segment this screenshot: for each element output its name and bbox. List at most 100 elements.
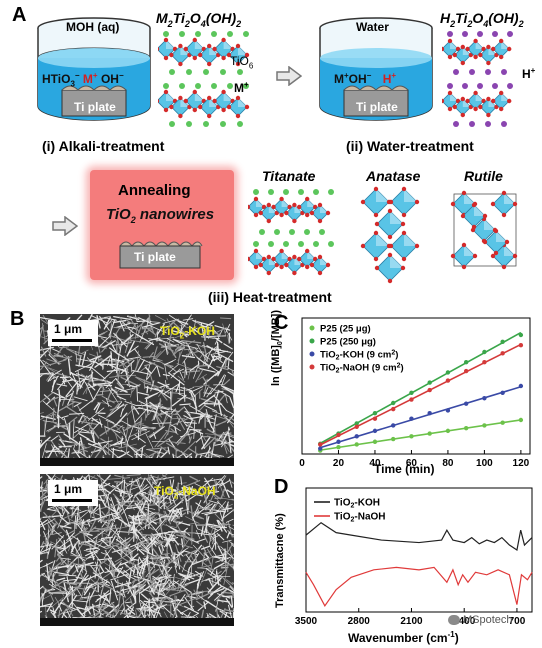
data-point bbox=[409, 390, 414, 395]
data-point bbox=[318, 446, 323, 451]
nanowire bbox=[128, 315, 140, 333]
nanowire bbox=[137, 513, 141, 524]
oxygen-atom bbox=[300, 210, 305, 216]
nanowire bbox=[65, 560, 75, 572]
nanowire bbox=[101, 363, 104, 371]
oxygen-atom bbox=[271, 256, 276, 262]
oxygen-atom bbox=[192, 37, 197, 43]
nanowire bbox=[92, 604, 111, 615]
oxygen-atom bbox=[450, 201, 456, 207]
caption-water: (ii) Water-treatment bbox=[346, 138, 474, 154]
x-tick-label: 40 bbox=[369, 458, 381, 469]
nanowire bbox=[174, 426, 177, 434]
nanowire bbox=[230, 543, 234, 548]
nanowire bbox=[171, 394, 187, 407]
nanowire bbox=[224, 439, 234, 453]
nanowire bbox=[104, 550, 116, 567]
nanowire bbox=[202, 376, 208, 384]
nanowire bbox=[40, 596, 42, 604]
nanowire bbox=[210, 441, 215, 461]
nanowire bbox=[40, 373, 44, 378]
nanowire bbox=[124, 601, 132, 604]
nanowire bbox=[113, 514, 128, 525]
nanowire bbox=[103, 537, 115, 547]
octahedron-face bbox=[166, 40, 175, 49]
nanowire bbox=[136, 608, 151, 610]
nanowire bbox=[72, 419, 75, 439]
octahedron-face bbox=[504, 193, 515, 204]
m-atom bbox=[195, 31, 201, 37]
oxygen-atom bbox=[297, 204, 302, 210]
nanowire bbox=[145, 409, 150, 418]
annealing-plate bbox=[119, 241, 203, 269]
caption-alkali: (i) Alkali-treatment bbox=[42, 138, 165, 154]
nanowire bbox=[58, 415, 65, 421]
oxygen-atom bbox=[493, 250, 499, 256]
oxygen-atom bbox=[486, 60, 491, 66]
nanowire bbox=[66, 444, 78, 447]
nanowire bbox=[213, 354, 223, 364]
m-atom bbox=[179, 31, 185, 37]
nanowire bbox=[146, 604, 155, 612]
nanowire bbox=[219, 317, 232, 320]
nanowire bbox=[169, 366, 178, 373]
nanowire bbox=[121, 556, 135, 566]
nanowire bbox=[207, 445, 211, 461]
oxygen-atom bbox=[468, 52, 473, 58]
nanowire bbox=[41, 443, 47, 462]
nanowire bbox=[66, 568, 72, 578]
nanowire bbox=[136, 567, 144, 571]
nanowire bbox=[158, 514, 162, 523]
caption-heat: (iii) Heat-treatment bbox=[208, 289, 332, 305]
nanowire bbox=[137, 477, 142, 490]
data-point bbox=[482, 349, 487, 355]
octahedron-face bbox=[376, 233, 389, 246]
nanowire bbox=[206, 548, 213, 557]
nanowire bbox=[75, 364, 93, 369]
nanowire bbox=[145, 562, 157, 578]
nanowire bbox=[185, 387, 195, 391]
nanowire bbox=[112, 441, 125, 446]
oxygen-atom bbox=[491, 46, 496, 52]
nanowire bbox=[51, 528, 64, 539]
nanowire bbox=[89, 355, 102, 361]
nanowire bbox=[135, 445, 146, 453]
h-atom bbox=[453, 121, 459, 127]
oxygen-atom bbox=[313, 256, 318, 262]
nanowire bbox=[223, 433, 234, 439]
nanowire bbox=[40, 496, 44, 513]
chart-kinetics: 0 20 40 60 80 100 120 P25 (25 μg) P25 (250 μg) Ti… bbox=[299, 317, 531, 469]
structure1-formula: M2Ti2O4(OH)2 bbox=[156, 10, 242, 29]
nanowire bbox=[122, 361, 129, 371]
nanowire bbox=[156, 323, 165, 335]
nanowire bbox=[103, 549, 107, 564]
data-point bbox=[409, 416, 414, 421]
nanowire bbox=[109, 527, 125, 542]
nanowire bbox=[204, 510, 222, 516]
nanowire bbox=[40, 365, 49, 367]
nanowire bbox=[121, 505, 130, 524]
nanowire bbox=[156, 475, 159, 484]
nanowire bbox=[204, 362, 220, 374]
nanowire bbox=[40, 572, 45, 577]
nanowire bbox=[193, 589, 199, 599]
h-atom bbox=[492, 31, 498, 37]
nanowire bbox=[214, 568, 218, 582]
nanowire bbox=[185, 424, 193, 429]
nanowire bbox=[66, 584, 82, 598]
nanowire bbox=[217, 399, 223, 416]
m-atom bbox=[243, 31, 249, 37]
nanowire bbox=[119, 612, 140, 618]
nanowire bbox=[47, 373, 56, 378]
data-point bbox=[354, 442, 359, 447]
nanowire bbox=[119, 558, 135, 566]
nanowire bbox=[87, 555, 95, 559]
nanowire bbox=[162, 580, 180, 592]
nanowire bbox=[208, 386, 219, 392]
m-atom bbox=[319, 229, 325, 235]
nanowire bbox=[73, 600, 88, 603]
x-tick-label: 80 bbox=[442, 458, 454, 469]
nanowire bbox=[229, 434, 234, 437]
nanowire bbox=[154, 514, 168, 521]
m-atom bbox=[253, 241, 259, 247]
